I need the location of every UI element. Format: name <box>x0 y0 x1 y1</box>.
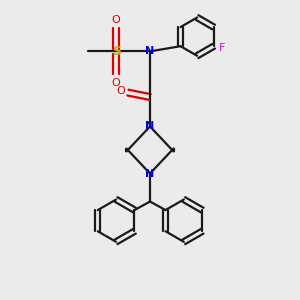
Text: O: O <box>116 86 125 96</box>
Text: S: S <box>112 45 121 58</box>
Text: F: F <box>219 43 226 53</box>
Text: N: N <box>146 46 154 56</box>
Text: N: N <box>146 122 154 131</box>
Text: N: N <box>146 169 154 178</box>
Text: O: O <box>112 15 121 25</box>
Text: O: O <box>112 78 121 88</box>
